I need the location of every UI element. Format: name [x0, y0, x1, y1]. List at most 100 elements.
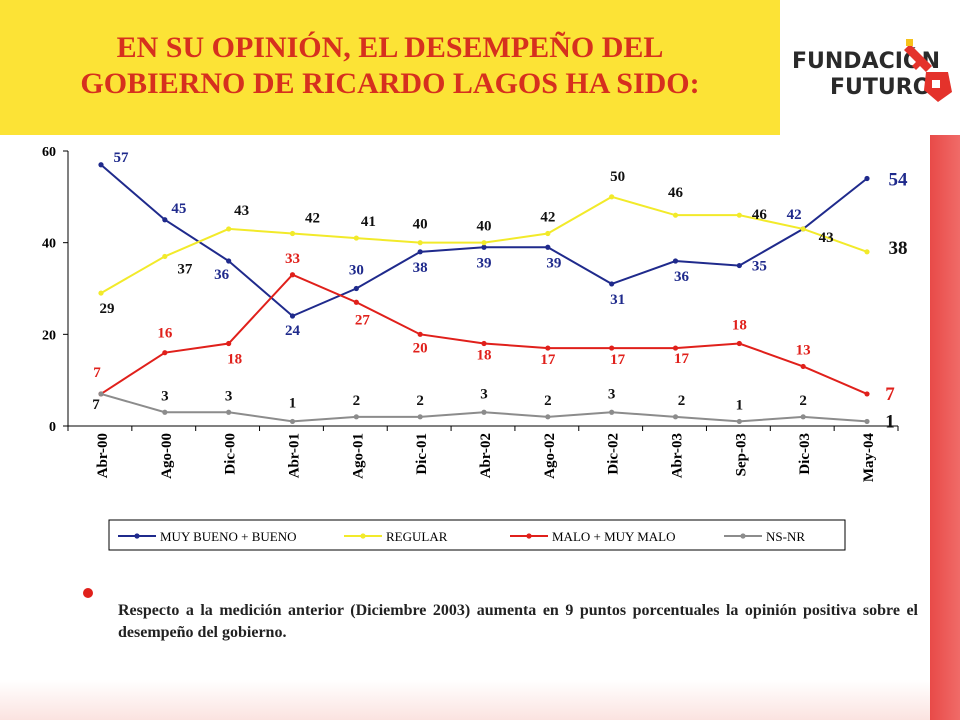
- data-point: [481, 409, 487, 415]
- data-point: [417, 414, 423, 420]
- data-point: [545, 244, 551, 250]
- data-point: [289, 272, 296, 278]
- data-label: 18: [227, 352, 242, 368]
- data-label: 40: [477, 219, 492, 235]
- legend-marker: [360, 533, 366, 539]
- fundacion-futuro-logo: FUNDACIÓN FUTURO: [792, 39, 952, 102]
- data-point: [226, 409, 232, 415]
- data-label: 38: [889, 238, 908, 259]
- data-point: [672, 345, 679, 351]
- data-point: [289, 313, 296, 319]
- data-label: 2: [353, 393, 361, 409]
- data-point: [864, 175, 870, 182]
- data-point: [98, 391, 104, 397]
- x-tick-label: Ago-01: [350, 433, 366, 479]
- data-point: [226, 226, 232, 232]
- x-tick-label: Abr-03: [670, 433, 686, 478]
- data-point: [162, 217, 168, 223]
- data-label: 27: [355, 312, 371, 328]
- data-label: 46: [668, 185, 684, 201]
- legend-box: [108, 519, 846, 551]
- page-title: EN SU OPINIÓN, EL DESEMPEÑO DEL GOBIERNO…: [0, 30, 780, 102]
- data-point: [162, 409, 168, 415]
- data-label: 45: [171, 201, 186, 217]
- x-tick-label: Ago-00: [159, 433, 175, 479]
- data-point: [162, 350, 168, 356]
- data-point: [226, 258, 232, 264]
- data-label: 3: [161, 388, 169, 404]
- data-label: 43: [234, 203, 249, 219]
- data-point: [864, 249, 870, 255]
- data-label: 20: [413, 340, 428, 356]
- data-label: 42: [787, 207, 802, 223]
- data-point: [98, 290, 104, 296]
- title-line-1: EN SU OPINIÓN, EL DESEMPEÑO DEL: [116, 31, 664, 64]
- data-point: [353, 414, 359, 420]
- data-point: [800, 414, 806, 420]
- data-point: [736, 340, 742, 347]
- data-label: 7: [885, 384, 895, 405]
- x-tick-label: Dic-02: [606, 433, 622, 475]
- series-lines: [98, 162, 870, 425]
- data-point: [481, 340, 487, 347]
- data-label: 3: [480, 386, 488, 402]
- data-label: 1: [289, 395, 297, 411]
- data-point: [417, 249, 423, 255]
- x-tick-label: Abr-00: [95, 433, 111, 478]
- data-label: 7: [92, 397, 100, 413]
- logo-text-line-2: FUTURO: [830, 75, 931, 100]
- data-label: 2: [416, 393, 424, 409]
- data-point: [864, 391, 870, 397]
- y-tick-label: 0: [49, 420, 56, 435]
- data-point: [609, 409, 615, 415]
- data-label: 39: [546, 255, 561, 271]
- legend-marker: [526, 533, 532, 539]
- data-point: [417, 331, 423, 337]
- data-label: 57: [114, 150, 130, 166]
- data-point: [98, 162, 104, 168]
- data-point: [481, 244, 487, 250]
- chart-axes: 0 20 40 60 Abr-00 Ago-00 Dic-00 Abr-01 Ago-01 Dic…: [42, 145, 899, 482]
- data-label: 2: [799, 393, 807, 409]
- data-label: 13: [796, 342, 811, 358]
- data-label: 16: [157, 326, 173, 342]
- x-tick-label: Abr-01: [287, 433, 303, 478]
- data-point: [736, 262, 742, 269]
- data-point: [162, 253, 168, 260]
- data-label: 17: [610, 352, 626, 368]
- data-label: 24: [285, 323, 301, 339]
- key-icon: [904, 39, 952, 102]
- data-point: [736, 212, 742, 218]
- x-tick-label: Dic-00: [223, 433, 239, 475]
- data-label: 38: [413, 260, 428, 276]
- data-point: [545, 345, 551, 351]
- data-label: 31: [610, 292, 625, 308]
- data-label: 18: [477, 348, 492, 364]
- data-point: [545, 414, 551, 420]
- data-label: 1: [736, 397, 744, 413]
- data-point: [353, 299, 359, 305]
- data-point: [289, 230, 296, 237]
- bottom-fade: [0, 680, 930, 720]
- data-point: [672, 212, 679, 218]
- data-point: [481, 240, 487, 246]
- legend-label: MALO + MUY MALO: [552, 529, 676, 544]
- data-label: 2: [544, 393, 552, 409]
- data-point: [609, 194, 615, 200]
- data-label: 41: [361, 214, 376, 230]
- data-label: 2: [678, 393, 686, 409]
- data-label: 1: [885, 411, 895, 432]
- bullet-icon: [83, 588, 93, 598]
- data-point: [545, 230, 551, 237]
- chart-legend: MUY BUENO + BUENO REGULAR MALO + MUY MALO N…: [108, 519, 846, 551]
- data-label: 54: [889, 170, 909, 191]
- data-label: 35: [752, 259, 767, 275]
- data-point: [353, 235, 359, 241]
- summary-note: Respecto a la medición anterior (Diciemb…: [118, 602, 918, 641]
- data-label: 40: [413, 217, 428, 233]
- data-label: 7: [93, 365, 101, 381]
- data-label: 36: [674, 269, 690, 285]
- data-point: [609, 281, 615, 287]
- data-point: [417, 240, 423, 246]
- x-tick-label: Dic-01: [414, 433, 430, 475]
